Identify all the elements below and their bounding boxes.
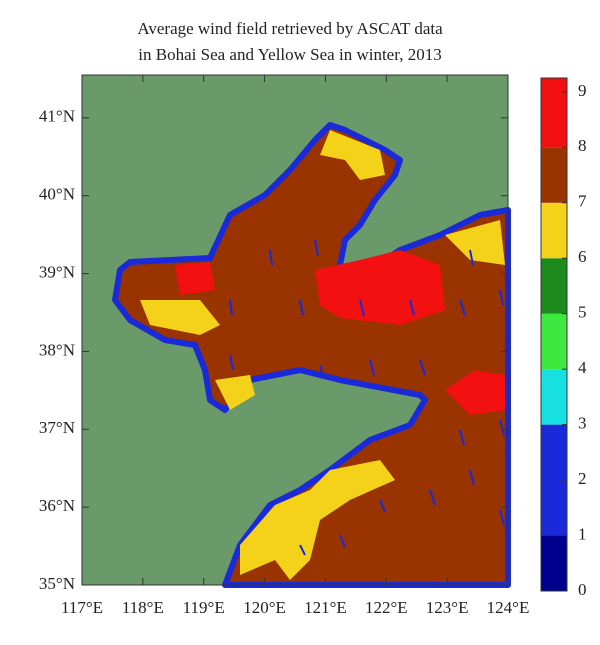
colorbar-tick-label: 7 xyxy=(578,192,587,211)
colorbar-segment xyxy=(541,147,567,203)
y-tick-label: 39°N xyxy=(39,262,75,281)
yellow-zone xyxy=(445,220,505,265)
colorbar-segment xyxy=(541,202,567,259)
x-tick-label: 121°E xyxy=(304,598,347,617)
y-tick-label: 38°N xyxy=(39,340,75,359)
axes: 117°E 118°E 119°E 120°E 121°E 122°E 123°E 124°E… xyxy=(39,75,529,617)
red-zone xyxy=(445,370,505,415)
colorbar-segment xyxy=(541,78,567,148)
title-line-1: Average wind field retrieved by ASCAT da… xyxy=(137,19,443,38)
x-tick-label: 122°E xyxy=(365,598,408,617)
x-tick-label: 123°E xyxy=(426,598,469,617)
yellow-zone xyxy=(240,460,395,580)
colorbar-tick-label: 2 xyxy=(578,469,587,488)
x-tick-label: 119°E xyxy=(183,598,225,617)
colorbar-tick-label: 9 xyxy=(578,81,587,100)
colorbar-tick-label: 0 xyxy=(578,580,587,599)
colorbar-segment xyxy=(541,258,567,314)
x-tick-label: 118°E xyxy=(122,598,164,617)
map xyxy=(81,74,511,588)
x-tick-label: 117°E xyxy=(61,598,103,617)
y-tick-label: 36°N xyxy=(39,496,75,515)
yellow-zone xyxy=(140,300,220,335)
frame xyxy=(81,74,509,586)
colorbar-segment xyxy=(541,535,567,591)
colorbar-tick-label: 6 xyxy=(578,247,587,266)
y-tick-label: 41°N xyxy=(39,107,75,126)
colorbar-tick-label: 4 xyxy=(578,358,587,377)
red-zone xyxy=(175,262,215,295)
y-tick-label: 40°N xyxy=(39,185,75,204)
x-tick-label: 120°E xyxy=(243,598,286,617)
y-tick-label: 37°N xyxy=(39,418,75,437)
colorbar-frame xyxy=(540,77,568,592)
colorbar-tick-label: 5 xyxy=(578,303,587,322)
colorbar-tick-label: 3 xyxy=(578,414,587,433)
x-tick-label: 124°E xyxy=(487,598,530,617)
colorbar: 0 1 2 3 4 5 6 7 8 9 xyxy=(540,77,587,599)
title-line-2: in Bohai Sea and Yellow Sea in winter, 2… xyxy=(138,45,441,64)
y-tick-label: 35°N xyxy=(39,574,75,593)
wind-arrows xyxy=(229,239,505,556)
colorbar-tick-label: 1 xyxy=(578,524,587,543)
colorbar-segment xyxy=(541,313,567,370)
colorbar-tick-label: 8 xyxy=(578,136,587,155)
yellow-zone xyxy=(320,130,385,180)
yellow-zone xyxy=(215,375,255,410)
colorbar-segment xyxy=(541,369,567,425)
